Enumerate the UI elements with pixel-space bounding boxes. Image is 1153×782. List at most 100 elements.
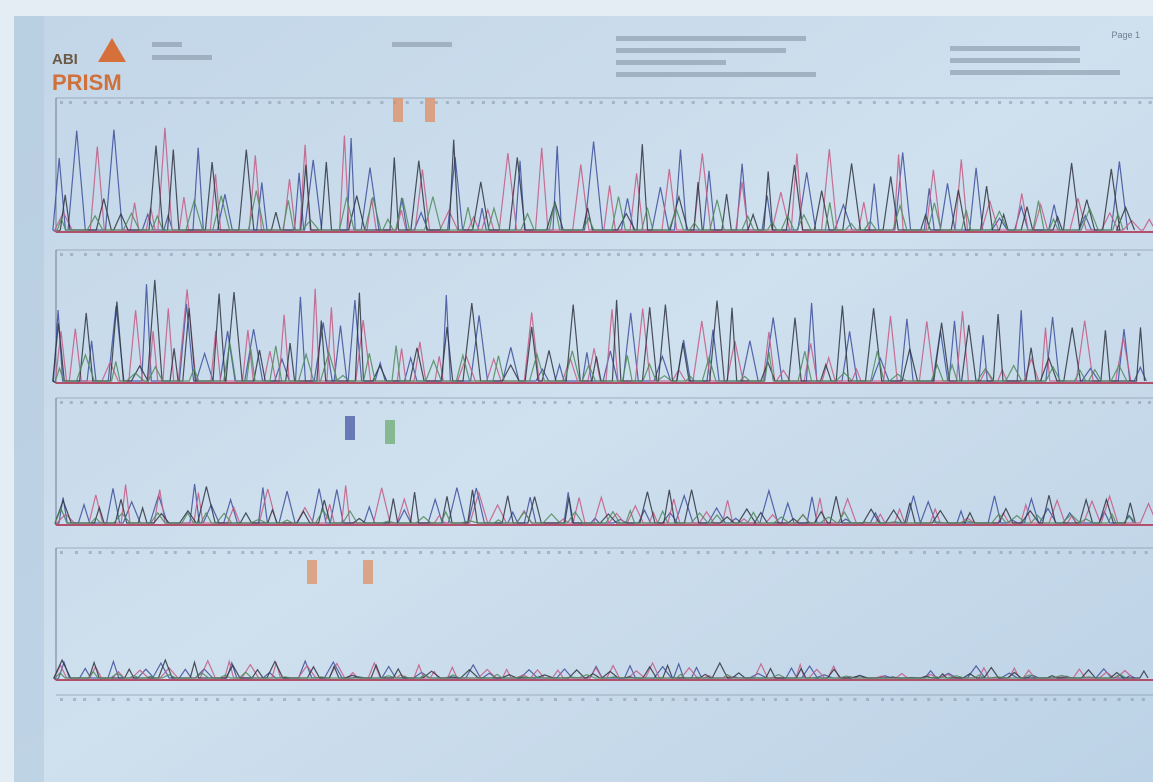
base-call — [552, 101, 555, 104]
base-call — [828, 253, 831, 256]
base-call — [661, 551, 664, 554]
base-call — [734, 551, 737, 554]
base-call — [839, 698, 842, 701]
base-call — [1111, 551, 1114, 554]
base-call — [543, 401, 546, 404]
base-call — [245, 401, 248, 404]
base-call — [998, 101, 1001, 104]
base-call — [1009, 101, 1012, 104]
base-call — [617, 253, 620, 256]
base-call — [469, 253, 472, 256]
base-call — [966, 253, 969, 256]
base-call — [526, 698, 529, 701]
base-call — [464, 551, 467, 554]
base-call — [149, 698, 152, 701]
base-call — [623, 698, 626, 701]
base-call — [366, 401, 369, 404]
base-call — [482, 401, 485, 404]
base-call — [1060, 253, 1063, 256]
base-call — [580, 101, 583, 104]
base-call — [235, 401, 238, 404]
base-call — [129, 401, 132, 404]
base-call — [174, 551, 177, 554]
base-call — [278, 101, 281, 104]
base-call — [581, 698, 584, 701]
base-call — [322, 551, 325, 554]
base-call — [1102, 401, 1105, 404]
base-call — [731, 101, 734, 104]
base-call — [320, 401, 323, 404]
base-call — [161, 698, 164, 701]
base-call — [719, 401, 722, 404]
base-call — [1030, 698, 1033, 701]
base-call — [1003, 253, 1006, 256]
base-call — [574, 253, 577, 256]
base-call — [413, 401, 416, 404]
base-call — [492, 253, 495, 256]
base-call — [273, 253, 276, 256]
base-call — [118, 101, 121, 104]
base-call — [309, 551, 312, 554]
base-call — [940, 253, 943, 256]
base-call — [612, 101, 615, 104]
base-call — [594, 551, 597, 554]
base-call — [1087, 253, 1090, 256]
base-call — [60, 698, 63, 701]
base-call — [872, 401, 875, 404]
base-call — [1078, 698, 1081, 701]
base-call — [327, 698, 330, 701]
base-call — [401, 401, 404, 404]
base-call — [940, 698, 943, 701]
base-call — [649, 698, 652, 701]
base-call — [218, 253, 221, 256]
base-call — [1041, 253, 1044, 256]
base-call — [850, 551, 853, 554]
base-call — [424, 401, 427, 404]
base-call — [1137, 253, 1140, 256]
base-call — [985, 401, 988, 404]
base-call — [772, 551, 775, 554]
base-call — [94, 101, 97, 104]
base-call — [206, 101, 209, 104]
base-call — [394, 551, 397, 554]
base-call — [213, 551, 216, 554]
base-call — [796, 551, 799, 554]
base-call — [471, 101, 474, 104]
base-call — [1110, 253, 1113, 256]
base-call — [692, 101, 695, 104]
base-call — [257, 698, 260, 701]
base-call — [309, 253, 312, 256]
base-call — [1124, 253, 1127, 256]
base-call — [283, 401, 286, 404]
base-call — [369, 253, 372, 256]
base-call — [886, 101, 889, 104]
base-call — [1015, 698, 1018, 701]
base-call — [105, 401, 108, 404]
base-call — [1059, 101, 1062, 104]
base-call — [168, 101, 171, 104]
base-call — [975, 253, 978, 256]
base-call — [634, 698, 637, 701]
base-call — [270, 698, 273, 701]
base-call — [419, 551, 422, 554]
base-call — [784, 253, 787, 256]
base-call — [756, 401, 759, 404]
base-call — [1032, 253, 1035, 256]
base-call — [111, 551, 114, 554]
base-call — [753, 101, 756, 104]
base-call — [861, 253, 864, 256]
base-call — [158, 253, 161, 256]
base-call — [216, 698, 219, 701]
base-call — [537, 551, 540, 554]
base-call — [511, 551, 514, 554]
base-call — [94, 401, 97, 404]
base-call — [895, 253, 898, 256]
base-call — [462, 401, 465, 404]
base-call — [660, 101, 663, 104]
base-call — [540, 698, 543, 701]
base-call — [231, 253, 234, 256]
base-call — [946, 551, 949, 554]
base-call — [231, 101, 234, 104]
base-call — [762, 698, 765, 701]
base-call — [367, 101, 370, 104]
